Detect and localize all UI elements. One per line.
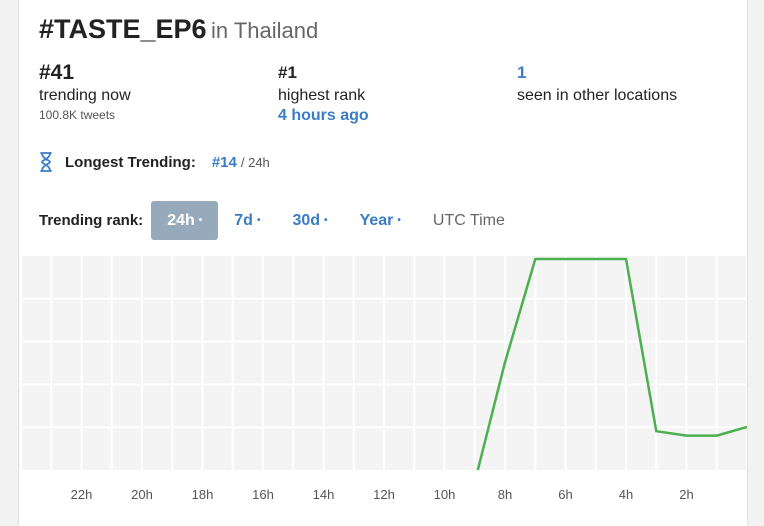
tab-7d-dot: • (256, 215, 261, 226)
chart-x-tick-label: 4h (619, 487, 633, 502)
chart-x-tick-label: 16h (252, 487, 274, 502)
chart-x-tick-label: 6h (558, 487, 572, 502)
longest-trending: Longest Trending: #14 / 24h (39, 152, 270, 172)
tab-24h[interactable]: 24h • (151, 201, 219, 240)
longest-trending-suffix: / 24h (240, 154, 270, 170)
chart-x-tick-label: 2h (679, 487, 693, 502)
other-locations-label: seen in other locations (517, 87, 678, 104)
tweet-count: 100.8K tweets (39, 108, 116, 122)
tab-year-dot: • (397, 215, 401, 226)
chart-x-tick-label: 10h (434, 487, 456, 502)
tab-30d[interactable]: 30d • (276, 201, 343, 240)
hashtag-title: #TASTE_EP6 (39, 14, 207, 44)
chart-x-tick-label: 20h (131, 487, 153, 502)
current-rank-label: trending now (39, 87, 131, 104)
longest-trending-label: Longest Trending: (65, 153, 196, 171)
highest-rank-time-link[interactable]: 4 hours ago (278, 107, 369, 124)
tab-7d-label: 7d (234, 212, 253, 229)
trending-rank-tabs: Trending rank: 24h • 7d • 30d • Year • UTC T… (39, 201, 521, 240)
tab-30d-dot: • (324, 215, 328, 226)
tab-7d[interactable]: 7d • (218, 201, 276, 240)
location-label: in Thailand (211, 18, 319, 43)
chart-x-tick-label: 18h (192, 487, 214, 502)
timezone-toggle[interactable]: UTC Time (432, 212, 505, 229)
hourglass-icon (40, 152, 52, 172)
chart-x-tick-label: 8h (498, 487, 512, 502)
stat-other-locations: 1 seen in other locations (517, 60, 677, 106)
chart-x-tick-label: 22h (71, 487, 93, 502)
chart-x-tick-label: 14h (313, 487, 335, 502)
trend-card: #TASTE_EP6 in Thailand #41 trending now … (18, 0, 748, 526)
highest-rank: #1 (278, 63, 297, 82)
stat-trending-now: #41 trending now 100.8K tweets (39, 60, 131, 124)
longest-trending-value[interactable]: #14 (211, 153, 237, 171)
chart-series-line (476, 257, 747, 471)
tab-24h-dot: • (198, 215, 203, 226)
trending-rank-chart: 22h 20h 18h 16h 14h 12h 10h 8h 6h 4h 2h (19, 256, 747, 502)
tab-year[interactable]: Year • (344, 201, 417, 240)
current-rank: #41 (39, 61, 75, 84)
stat-highest-rank: #1 highest rank 4 hours ago (278, 60, 369, 126)
tab-30d-label: 30d (292, 212, 321, 229)
tab-year-label: Year (359, 212, 394, 229)
highest-rank-label: highest rank (278, 87, 366, 104)
tab-24h-label: 24h (167, 212, 195, 229)
title-row: #TASTE_EP6 in Thailand (39, 14, 318, 45)
other-locations-count-link[interactable]: 1 (517, 63, 527, 82)
chart-x-tick-label: 12h (373, 487, 395, 502)
trending-rank-label: Trending rank: (39, 212, 144, 229)
